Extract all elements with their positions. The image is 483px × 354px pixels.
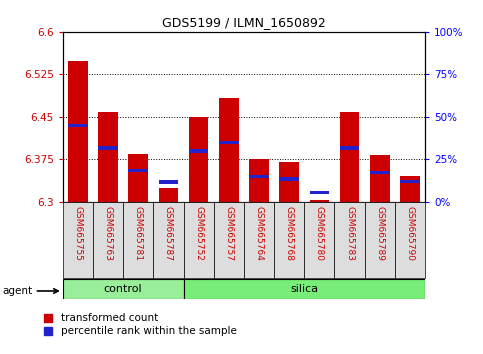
Bar	[68, 124, 88, 127]
Text: GSM665763: GSM665763	[103, 206, 113, 261]
Bar	[63, 202, 93, 278]
Bar	[279, 162, 299, 202]
Bar	[249, 159, 269, 202]
Text: GSM665757: GSM665757	[224, 206, 233, 261]
Text: GSM665783: GSM665783	[345, 206, 354, 261]
Bar	[128, 169, 148, 172]
Bar	[365, 202, 395, 278]
Bar	[63, 279, 184, 299]
Bar	[310, 191, 329, 194]
Bar	[310, 200, 329, 202]
Bar	[213, 202, 244, 278]
Text: GSM665764: GSM665764	[255, 206, 264, 261]
Bar	[400, 180, 420, 183]
Bar	[98, 112, 118, 202]
Bar	[158, 188, 178, 202]
Bar	[304, 202, 334, 278]
Bar	[340, 112, 359, 202]
Text: control: control	[104, 284, 142, 294]
Bar	[189, 117, 209, 202]
Text: GSM665790: GSM665790	[405, 206, 414, 261]
Text: GSM665755: GSM665755	[73, 206, 83, 261]
Text: GSM665780: GSM665780	[315, 206, 324, 261]
Bar	[370, 171, 390, 174]
Text: GSM665781: GSM665781	[134, 206, 143, 261]
Text: silica: silica	[290, 284, 318, 294]
Bar	[219, 141, 239, 144]
Bar	[334, 202, 365, 278]
Text: agent: agent	[2, 286, 32, 296]
Bar	[158, 180, 178, 184]
Bar	[154, 202, 184, 278]
Bar	[395, 202, 425, 278]
Bar	[68, 61, 88, 202]
Bar	[279, 177, 299, 181]
Bar	[370, 155, 390, 202]
Bar	[274, 202, 304, 278]
Bar	[244, 202, 274, 278]
Text: GSM665752: GSM665752	[194, 206, 203, 261]
Bar	[93, 202, 123, 278]
Legend: transformed count, percentile rank within the sample: transformed count, percentile rank withi…	[44, 313, 236, 336]
Bar	[189, 149, 209, 153]
Title: GDS5199 / ILMN_1650892: GDS5199 / ILMN_1650892	[162, 16, 326, 29]
Bar	[98, 146, 118, 150]
Text: GSM665789: GSM665789	[375, 206, 384, 261]
Bar	[219, 98, 239, 202]
Text: GSM665787: GSM665787	[164, 206, 173, 261]
Text: GSM665768: GSM665768	[284, 206, 294, 261]
Bar	[184, 202, 213, 278]
Bar	[123, 202, 154, 278]
Bar	[184, 279, 425, 299]
Bar	[249, 175, 269, 178]
Bar	[128, 154, 148, 202]
Bar	[340, 146, 359, 150]
Bar	[400, 176, 420, 202]
